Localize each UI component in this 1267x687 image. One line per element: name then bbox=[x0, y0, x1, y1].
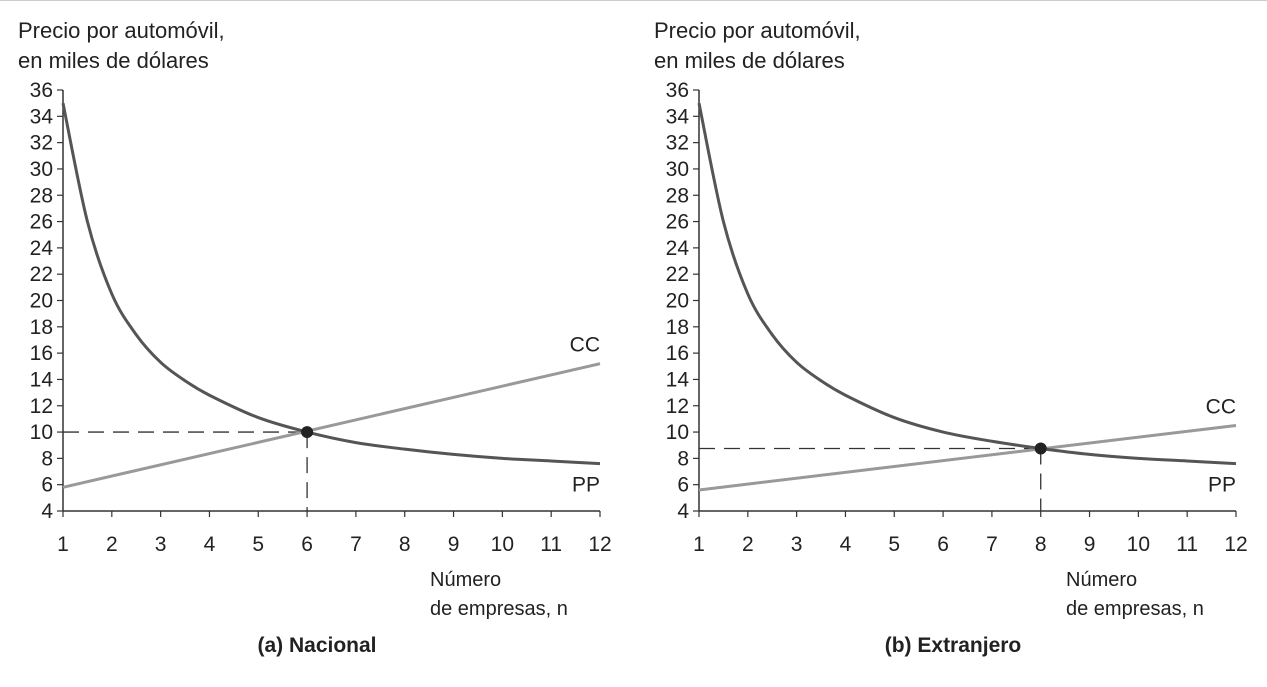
chart-panel-nacional: Precio por automóvil, en miles de dólare… bbox=[18, 16, 612, 657]
equilibrium-point bbox=[301, 426, 314, 439]
y-tick-label: 14 bbox=[30, 368, 54, 391]
x-tick-label: 3 bbox=[791, 533, 803, 556]
y-tick-label: 10 bbox=[666, 421, 689, 444]
x-tick-label: 8 bbox=[1035, 533, 1047, 556]
y-tick-label: 8 bbox=[41, 447, 53, 470]
x-axis-label-line2: de empresas, n bbox=[1066, 598, 1204, 620]
x-tick-label: 4 bbox=[204, 533, 216, 556]
y-tick-label: 16 bbox=[30, 342, 53, 365]
series-cc-label: CC bbox=[570, 334, 600, 357]
y-tick-label: 10 bbox=[30, 421, 53, 444]
y-tick-label: 34 bbox=[666, 105, 690, 128]
x-tick-label: 7 bbox=[986, 533, 998, 556]
y-axis-label-line2: en miles de dólares bbox=[654, 48, 845, 73]
series-cc-line bbox=[698, 423, 1237, 492]
series-pp-label: PP bbox=[1208, 474, 1236, 497]
x-tick-label: 11 bbox=[540, 533, 562, 556]
y-tick-label: 32 bbox=[30, 132, 53, 155]
top-border bbox=[0, 0, 1267, 1]
x-tick-label: 1 bbox=[57, 533, 69, 556]
x-axis-label-line1: Número bbox=[1066, 569, 1138, 591]
x-axis-label: Número de empresas, n bbox=[1066, 566, 1204, 624]
x-tick-label: 11 bbox=[1176, 533, 1198, 556]
y-tick-label: 28 bbox=[30, 184, 53, 207]
y-tick-label: 20 bbox=[30, 290, 53, 313]
x-tick-label: 9 bbox=[1084, 533, 1096, 556]
y-tick-label: 30 bbox=[666, 158, 689, 181]
series-cc-line bbox=[62, 362, 601, 489]
equilibrium-point bbox=[1034, 442, 1047, 455]
x-axis-label-line2: de empresas, n bbox=[430, 598, 568, 620]
y-tick-label: 26 bbox=[30, 211, 53, 234]
x-tick-label: 12 bbox=[1224, 533, 1247, 556]
x-axis-label-line1: Número bbox=[430, 569, 502, 591]
x-tick-label: 10 bbox=[1127, 533, 1150, 556]
y-tick-label: 28 bbox=[666, 184, 689, 207]
y-tick-label: 18 bbox=[30, 316, 53, 339]
y-axis-label-line1: Precio por automóvil, bbox=[18, 18, 225, 43]
x-tick-label: 6 bbox=[937, 533, 949, 556]
x-tick-label: 5 bbox=[252, 533, 264, 556]
x-tick-label: 2 bbox=[742, 533, 754, 556]
y-tick-label: 24 bbox=[666, 237, 690, 260]
y-tick-label: 36 bbox=[666, 79, 689, 102]
series-cc-label: CC bbox=[1206, 395, 1236, 418]
y-axis-label-line2: en miles de dólares bbox=[18, 48, 209, 73]
series-pp-label: PP bbox=[572, 474, 600, 497]
y-tick-label: 24 bbox=[30, 237, 54, 260]
y-tick-label: 12 bbox=[666, 395, 689, 418]
y-tick-label: 26 bbox=[666, 211, 689, 234]
y-axis-label: Precio por automóvil, en miles de dólare… bbox=[18, 16, 225, 76]
y-tick-label: 36 bbox=[30, 79, 53, 102]
y-tick-label: 6 bbox=[41, 474, 53, 497]
y-axis-label-line1: Precio por automóvil, bbox=[654, 18, 861, 43]
y-tick-label: 22 bbox=[666, 263, 689, 286]
x-axis-label: Número de empresas, n bbox=[430, 566, 568, 624]
x-tick-label: 5 bbox=[888, 533, 900, 556]
x-tick-label: 3 bbox=[155, 533, 167, 556]
y-tick-label: 18 bbox=[666, 316, 689, 339]
y-tick-label: 4 bbox=[677, 500, 689, 523]
x-tick-label: 2 bbox=[106, 533, 118, 556]
x-tick-label: 7 bbox=[350, 533, 362, 556]
chart-caption: (a) Nacional bbox=[257, 634, 377, 657]
y-tick-label: 12 bbox=[30, 395, 53, 418]
chart-caption: (b) Extranjero bbox=[884, 634, 1022, 657]
x-tick-label: 1 bbox=[693, 533, 705, 556]
y-tick-label: 4 bbox=[41, 500, 53, 523]
y-tick-label: 14 bbox=[666, 368, 690, 391]
y-tick-label: 20 bbox=[666, 290, 689, 313]
chart-panel-extranjero: Precio por automóvil, en miles de dólare… bbox=[636, 0, 1267, 687]
x-tick-label: 6 bbox=[301, 533, 313, 556]
y-tick-label: 6 bbox=[677, 474, 689, 497]
x-tick-label: 4 bbox=[840, 533, 852, 556]
y-axis-label: Precio por automóvil, en miles de dólare… bbox=[654, 16, 861, 76]
series-pp-line bbox=[61, 102, 601, 466]
y-tick-label: 32 bbox=[666, 132, 689, 155]
x-tick-label: 12 bbox=[588, 533, 611, 556]
x-tick-label: 10 bbox=[491, 533, 514, 556]
y-tick-label: 22 bbox=[30, 263, 53, 286]
y-tick-label: 34 bbox=[30, 105, 54, 128]
y-tick-label: 8 bbox=[677, 447, 689, 470]
x-tick-label: 8 bbox=[399, 533, 411, 556]
series-pp-line bbox=[697, 102, 1237, 466]
y-tick-label: 16 bbox=[666, 342, 689, 365]
x-tick-label: 9 bbox=[448, 533, 460, 556]
y-tick-label: 30 bbox=[30, 158, 53, 181]
